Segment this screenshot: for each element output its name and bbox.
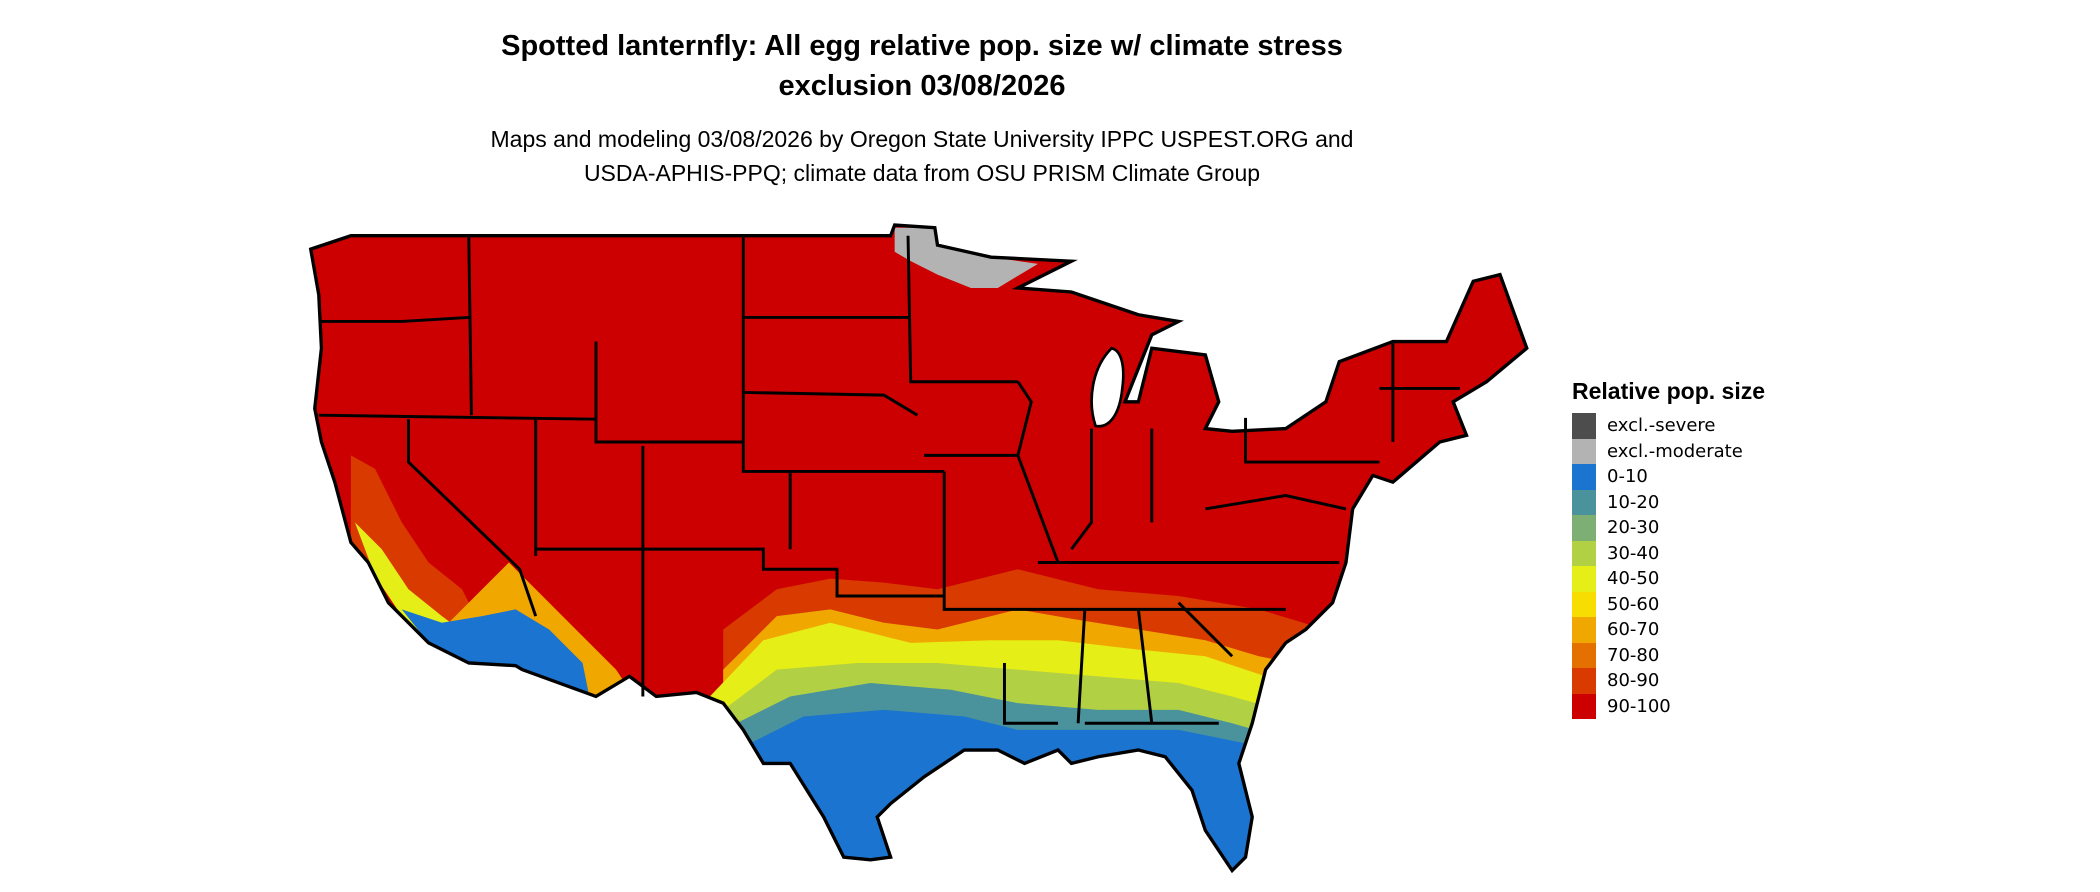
legend-item: 10-20 — [1572, 489, 1765, 515]
legend-item: 60-70 — [1572, 617, 1765, 643]
legend-swatch — [1572, 591, 1596, 617]
legend-swatch — [1572, 693, 1596, 719]
legend-swatch — [1572, 566, 1596, 592]
legend-item: 90-100 — [1572, 693, 1765, 719]
legend-label: 0-10 — [1607, 466, 1648, 488]
map-title-line1: Spotted lanternfly: All egg relative pop… — [501, 30, 1343, 62]
legend-item: 40-50 — [1572, 566, 1765, 592]
legend-item: 70-80 — [1572, 642, 1765, 668]
legend: Relative pop. size excl.-severe excl.-mod… — [1572, 378, 1765, 719]
legend-label: 80-90 — [1607, 670, 1660, 692]
legend-label: 70-80 — [1607, 644, 1660, 666]
subtitle-line2: USDA-APHIS-PPQ; climate data from OSU PR… — [583, 160, 1261, 186]
legend-swatch — [1572, 668, 1596, 694]
legend-swatch — [1572, 515, 1596, 541]
legend-label: 40-50 — [1607, 568, 1660, 590]
lake-michigan — [1090, 346, 1125, 428]
zone-california-orange — [350, 455, 483, 643]
legend-title: Relative pop. size — [1572, 378, 1766, 404]
legend-swatch — [1572, 413, 1596, 439]
state-boundaries — [318, 235, 1460, 725]
legend-item: 80-90 — [1572, 668, 1765, 694]
subtitle-line1: Maps and modeling 03/08/2026 by Oregon S… — [490, 126, 1354, 152]
legend-item: 50-60 — [1572, 591, 1765, 617]
legend-item: 0-10 — [1572, 464, 1765, 490]
legend-swatch — [1572, 540, 1596, 566]
legend-swatch — [1572, 489, 1596, 515]
legend-item: excl.-moderate — [1572, 438, 1765, 464]
legend-label: excl.-moderate — [1607, 440, 1743, 462]
legend-swatch — [1572, 464, 1596, 490]
zone-sw-blue — [401, 609, 590, 697]
legend-label: 30-40 — [1607, 542, 1660, 564]
legend-label: 20-30 — [1607, 517, 1660, 539]
legend-label: 10-20 — [1607, 491, 1660, 513]
zone-california-yellow — [354, 522, 469, 643]
zone-gray-minnesota — [894, 227, 1038, 288]
map-title-line2: exclusion 03/08/2026 — [778, 70, 1066, 102]
legend-item: 20-30 — [1572, 515, 1765, 541]
legend-label: 50-60 — [1607, 593, 1660, 615]
legend-swatch — [1572, 642, 1596, 668]
legend-label: 60-70 — [1607, 619, 1660, 641]
legend-swatch — [1572, 617, 1596, 643]
legend-swatch — [1572, 438, 1596, 464]
legend-item: 30-40 — [1572, 540, 1765, 566]
legend-label: 90-100 — [1607, 695, 1671, 717]
legend-label: excl.-severe — [1607, 415, 1716, 437]
legend-item: excl.-severe — [1572, 413, 1765, 439]
